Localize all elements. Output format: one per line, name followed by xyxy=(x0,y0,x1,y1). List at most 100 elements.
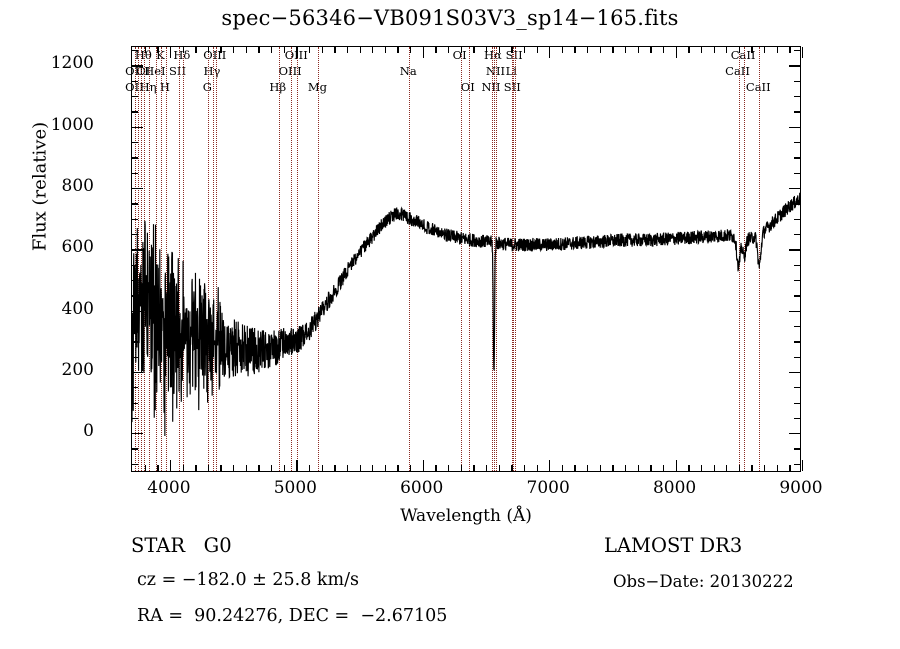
plot-area xyxy=(132,47,800,471)
x-tick-top xyxy=(789,47,791,53)
y-tick xyxy=(132,356,138,358)
x-tick xyxy=(435,465,437,471)
y-tick-right xyxy=(794,264,800,266)
x-tick xyxy=(410,465,412,471)
x-tick xyxy=(561,465,564,471)
x-tick-top xyxy=(536,47,538,53)
y-tick xyxy=(132,448,138,450)
x-tick-top xyxy=(751,47,753,53)
x-tick xyxy=(549,460,551,471)
x-tick xyxy=(144,465,146,471)
x-tick-top xyxy=(688,47,690,53)
y-tick xyxy=(132,126,143,128)
y-tick xyxy=(132,65,143,67)
x-tick xyxy=(346,465,349,471)
x-tick-top xyxy=(511,47,513,53)
x-tick-top xyxy=(713,47,715,53)
y-tick-label: 200 xyxy=(61,359,94,380)
x-tick-top xyxy=(700,47,703,53)
x-tick xyxy=(662,465,665,471)
x-tick-top xyxy=(397,47,399,53)
x-tick-top xyxy=(157,47,159,53)
y-tick xyxy=(132,417,138,420)
y-tick xyxy=(132,249,143,251)
spectrum-trace xyxy=(132,192,800,437)
line-marker xyxy=(513,47,515,471)
x-tick xyxy=(751,465,753,471)
x-tick xyxy=(308,465,311,471)
line-marker xyxy=(493,47,495,471)
line-marker xyxy=(212,47,214,471)
x-tick-top xyxy=(169,47,172,58)
line-marker xyxy=(182,47,184,471)
x-tick xyxy=(599,465,602,471)
spectral-line-label: OIII xyxy=(285,49,308,62)
spectral-line-label: OI xyxy=(452,48,467,62)
y-tick xyxy=(132,463,138,466)
y-tick-right xyxy=(794,295,800,297)
spectral-line-label: Na xyxy=(399,64,417,78)
x-tick xyxy=(195,465,197,471)
x-tick-top xyxy=(220,47,222,53)
x-tick xyxy=(498,465,500,471)
x-tick xyxy=(182,465,184,471)
y-tick xyxy=(132,279,138,282)
y-tick-right xyxy=(794,172,800,174)
x-tick-top xyxy=(182,47,184,53)
spectral-line-label: K xyxy=(156,48,165,62)
line-marker xyxy=(138,47,140,471)
x-tick-label: 6000 xyxy=(400,478,444,498)
x-tick-top xyxy=(422,47,425,58)
spectral-line-label: Mg xyxy=(307,80,328,94)
x-tick xyxy=(397,465,399,471)
y-tick xyxy=(132,341,138,343)
x-tick-top xyxy=(410,47,412,53)
x-tick-top xyxy=(523,47,526,53)
x-tick xyxy=(688,465,690,471)
y-tick xyxy=(132,203,138,205)
line-marker xyxy=(515,47,517,471)
spectral-line-label: Hθ xyxy=(134,48,152,62)
x-tick-top xyxy=(334,47,336,53)
x-tick xyxy=(485,465,488,471)
spectral-line-label: OIII xyxy=(203,48,227,62)
x-tick-top xyxy=(144,47,146,53)
x-tick-top xyxy=(195,47,197,53)
x-tick xyxy=(359,465,361,471)
y-tick-right xyxy=(794,402,800,404)
flux-curve xyxy=(132,192,800,437)
x-tick-top xyxy=(650,47,652,53)
line-marker xyxy=(278,47,280,471)
x-tick-top xyxy=(359,47,361,53)
x-tick-label: 5000 xyxy=(273,478,317,498)
y-tick-right xyxy=(794,463,800,466)
x-tick xyxy=(625,465,627,471)
x-tick-top xyxy=(271,47,273,53)
y-tick xyxy=(132,187,143,190)
x-tick-top xyxy=(485,47,488,53)
line-marker xyxy=(468,47,470,471)
line-marker xyxy=(409,47,411,471)
y-tick xyxy=(132,142,138,144)
y-tick-right xyxy=(794,80,800,82)
y-tick xyxy=(132,325,138,328)
x-tick-label: 9000 xyxy=(779,478,823,498)
y-tick-right xyxy=(794,279,800,282)
line-marker xyxy=(318,47,320,471)
x-tick xyxy=(258,465,260,471)
x-tick xyxy=(587,465,589,471)
y-tick-right xyxy=(794,356,800,358)
x-tick xyxy=(650,465,652,471)
y-tick xyxy=(132,111,138,113)
y-tick-right xyxy=(794,96,800,98)
spectral-line-label: SII xyxy=(169,64,186,78)
y-tick-label: 0 xyxy=(83,421,94,442)
line-marker xyxy=(496,47,498,471)
y-tick xyxy=(132,387,138,389)
spectral-line-label: NII xyxy=(481,80,501,94)
spectral-line-label: Hδ xyxy=(173,48,191,62)
y-tick-right xyxy=(789,310,800,312)
x-tick xyxy=(422,460,425,471)
y-tick-label: 1200 xyxy=(50,53,94,74)
